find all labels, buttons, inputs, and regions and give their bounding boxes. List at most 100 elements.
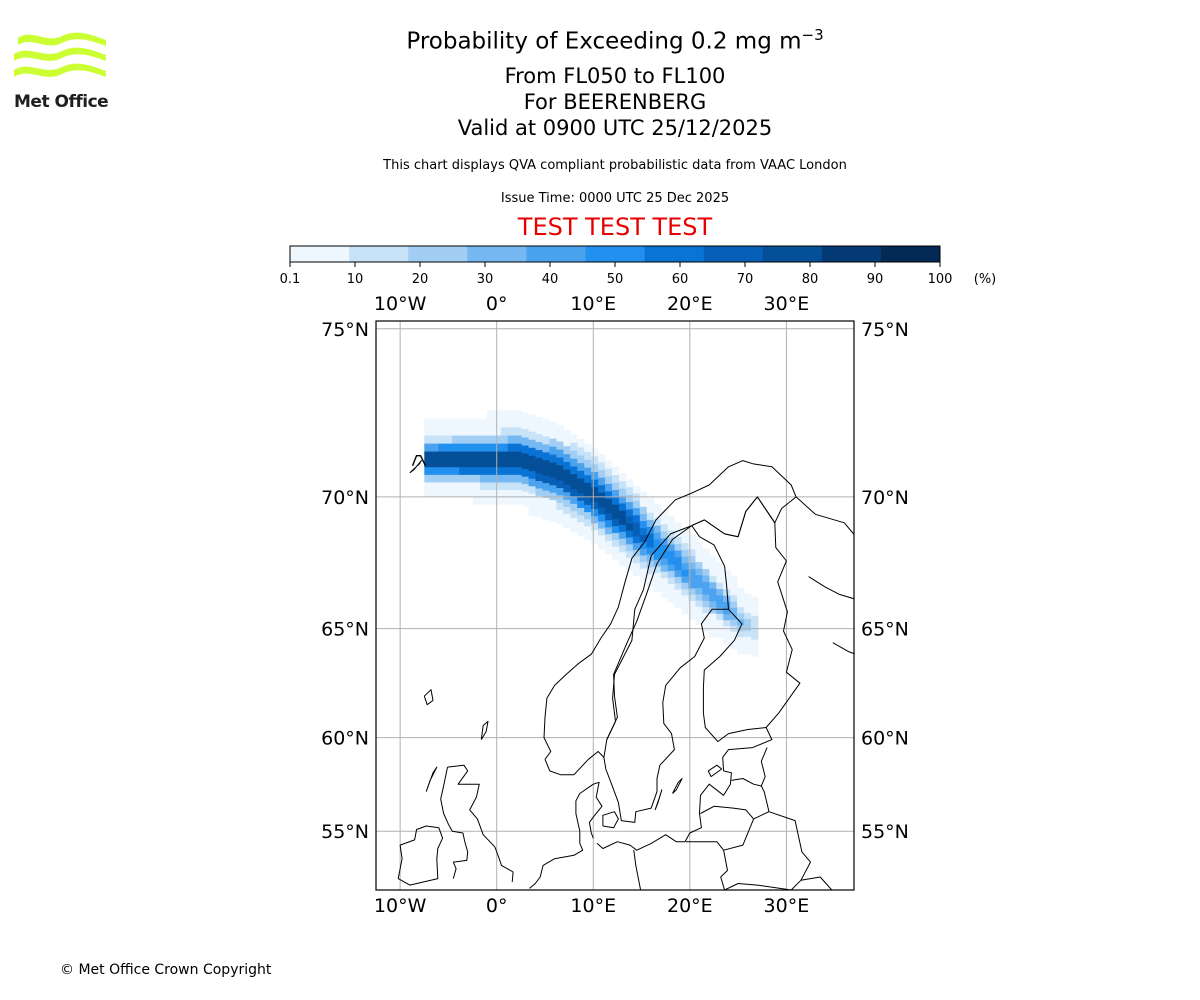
plume-cell	[667, 564, 675, 572]
plume-cell	[479, 435, 488, 444]
coastline-britain-west	[440, 766, 469, 879]
plume-cell	[737, 606, 745, 614]
plume-cell	[486, 443, 495, 452]
plume-cell	[528, 507, 536, 516]
plume-cell	[688, 575, 696, 583]
plume-cell	[695, 555, 703, 563]
plume-cell	[723, 619, 731, 627]
plume-cell	[528, 439, 536, 448]
lon-label-bottom: 10°E	[570, 895, 616, 917]
plume-cell	[472, 489, 481, 498]
coastline-outer-hebrides	[425, 766, 438, 792]
plume-cell	[674, 529, 682, 537]
plume-cell	[535, 495, 543, 504]
plume-cell	[459, 466, 467, 475]
plume-cell	[521, 412, 529, 422]
plume-cell	[528, 463, 536, 472]
plume-cell	[445, 482, 453, 490]
coastline-finland-coast	[702, 608, 767, 743]
plume-cell	[716, 619, 724, 626]
plume-cell	[674, 570, 682, 577]
plume-cell	[535, 417, 543, 426]
plume-cell	[751, 615, 759, 622]
plume-cell	[681, 535, 689, 544]
plume-cell	[737, 594, 745, 602]
coastline-kola-south	[808, 576, 854, 600]
plume-cell	[424, 482, 432, 490]
lon-label-top: 10°W	[374, 293, 427, 315]
plume-cell	[695, 541, 703, 549]
plume-cell	[632, 521, 641, 530]
plume-cell	[681, 607, 689, 614]
plume-cell	[486, 474, 495, 483]
plume-cell	[507, 459, 516, 468]
plume-cell	[556, 433, 564, 442]
plume-cell	[744, 612, 752, 619]
plume-cell	[521, 498, 529, 507]
plume-cell	[653, 532, 662, 540]
plume-cell	[507, 466, 516, 475]
colorbar-tick-label: 90	[867, 272, 884, 287]
plume-cell	[465, 489, 474, 498]
plume-cell	[605, 512, 613, 521]
plume-cell	[632, 500, 641, 509]
plume-cell	[674, 582, 682, 590]
plume-cell	[591, 522, 599, 531]
chart-title: Probability of Exceeding 0.2 mg m−3	[0, 26, 1200, 55]
plume-cell	[751, 609, 759, 616]
plume-cell	[465, 426, 474, 436]
plume-cell	[445, 426, 453, 436]
volcano-name: For BEERENBERG	[523, 90, 707, 114]
plume-cell	[438, 459, 446, 468]
plume-cell	[688, 612, 696, 620]
plume-cell	[577, 485, 585, 494]
plume-cell	[479, 451, 488, 460]
plume-cell	[716, 601, 724, 608]
plume-cell	[618, 538, 627, 546]
coastline-border-fi-no	[691, 496, 776, 538]
plume-cell	[424, 489, 432, 498]
plume-cell	[618, 488, 627, 497]
plume-cell	[598, 521, 606, 529]
plume-cell	[472, 426, 481, 436]
plume-cell	[612, 532, 620, 540]
plume-cell	[591, 529, 599, 538]
plume-cell	[653, 572, 662, 580]
plume-cell	[570, 466, 578, 475]
plume-cell	[570, 510, 578, 519]
plume-cell	[660, 558, 669, 566]
plume-cell	[535, 502, 543, 511]
plume-cell	[584, 532, 592, 541]
plume-cell	[688, 594, 696, 602]
plume-cell	[591, 456, 599, 465]
plume-cell	[605, 547, 613, 555]
plume-cell	[639, 506, 648, 515]
plume-cell	[521, 453, 529, 462]
plume-cell	[702, 587, 710, 595]
coastline-border-de-pl	[633, 850, 642, 890]
plume-cell	[716, 594, 724, 602]
plume-cell	[507, 418, 516, 428]
lon-label-top: 0°	[486, 293, 508, 315]
plume-cell	[465, 443, 474, 452]
plume-cell	[674, 543, 682, 551]
plume-cell	[702, 612, 710, 620]
plume-cell	[542, 467, 550, 476]
plume-cell	[660, 516, 669, 525]
plume-cell	[521, 491, 529, 499]
plume-cell	[639, 574, 648, 582]
plume-cell	[521, 445, 529, 454]
plume-cell	[549, 477, 557, 486]
plume-cell	[737, 600, 745, 608]
plume-cell	[549, 484, 557, 493]
plume-cell	[438, 426, 446, 436]
map-frame	[375, 320, 855, 891]
plume-cell	[681, 588, 689, 596]
plume-cell	[709, 594, 717, 602]
plume-cell	[709, 607, 717, 614]
plume-cell	[514, 451, 523, 460]
plume-cell	[459, 482, 467, 490]
plume-cell	[549, 506, 557, 515]
plume-cell	[549, 499, 557, 508]
colorbar-cell	[526, 246, 586, 262]
